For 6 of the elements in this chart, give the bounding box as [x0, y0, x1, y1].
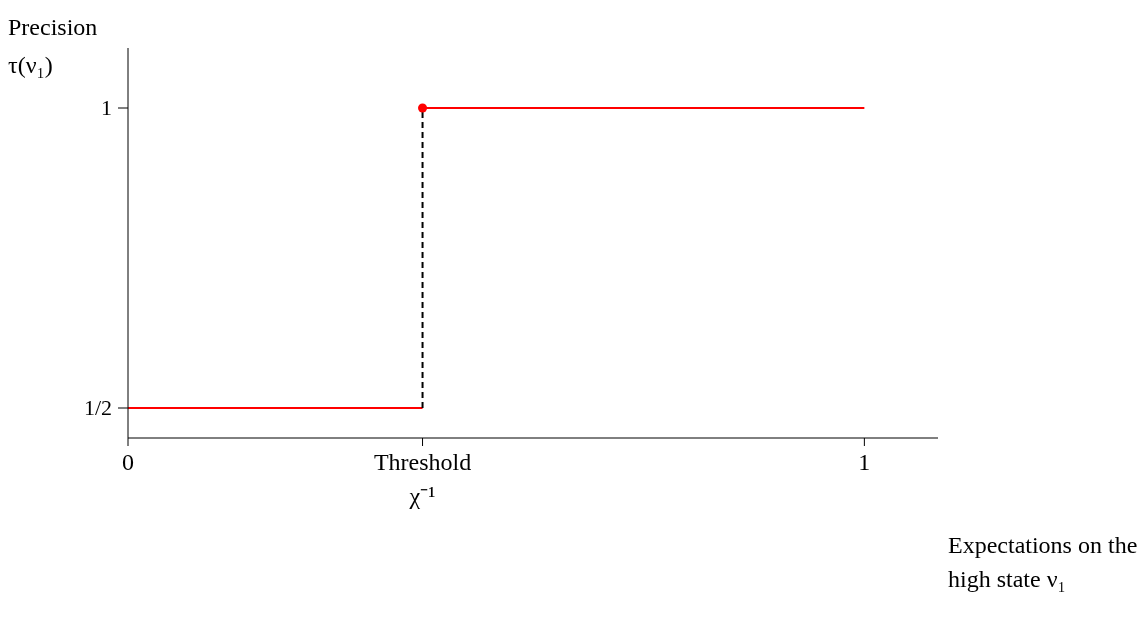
x-tick-label: 0 — [122, 449, 134, 475]
x-tick-label: 1 — [858, 449, 871, 475]
x-axis-title: Expectations on the high state ν₁ — [948, 531, 1138, 594]
y-tick-label: 1/2 — [83, 395, 112, 420]
x-tick-label: Threshold χ⁻¹ — [373, 449, 472, 509]
y-axis-title: Precision τ(ν₁) — [8, 13, 99, 80]
